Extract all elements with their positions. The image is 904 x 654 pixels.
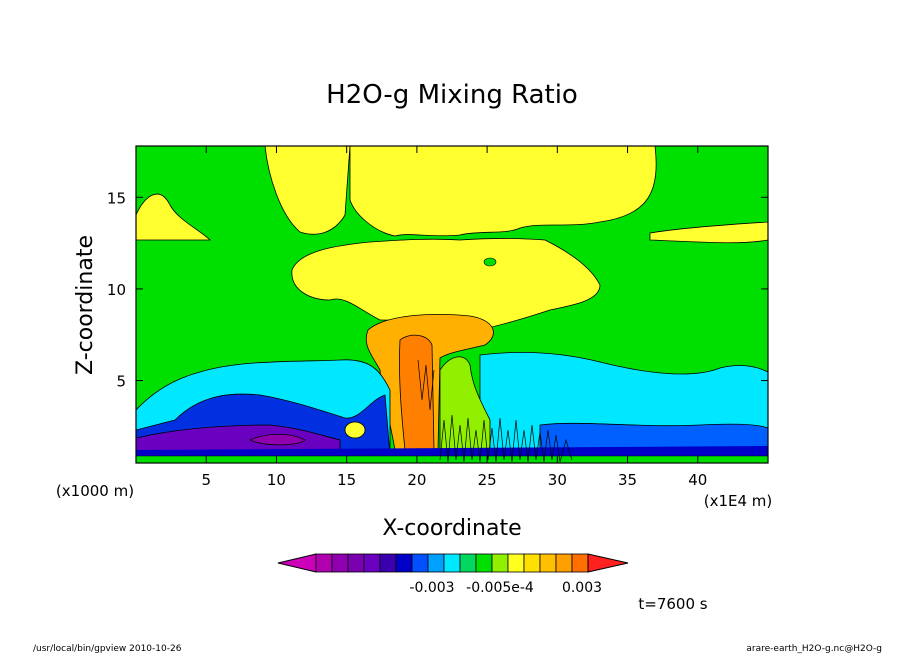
region-purple [136, 424, 341, 456]
colorbar-tick-label: -0.003 [409, 580, 454, 596]
region-green-spot [483, 257, 497, 267]
colorbar-segment [331, 553, 349, 573]
colorbar-segment [459, 553, 477, 573]
colorbar-segment [443, 553, 461, 573]
region-orange-dark [399, 334, 435, 451]
x-tick-label: 20 [407, 471, 426, 489]
colorbar-segment [539, 553, 557, 573]
footer-right: arare-earth_H2O-g.nc@H2O-g [746, 644, 882, 654]
x-axis: 5 10 15 20 25 30 35 40 [201, 146, 707, 489]
colorbar-segment [427, 553, 445, 573]
region-yellow-spot [344, 421, 366, 439]
colorbar-low-arrow [277, 553, 317, 573]
footer-left: /usr/local/bin/gpview 2010-10-26 [33, 644, 182, 654]
turbulence-contours [417, 359, 573, 463]
chart-title: H2O-g Mixing Ratio [326, 80, 578, 110]
colorbar-tick-labels: -0.003 -0.005e-4 0.003 [409, 580, 602, 596]
colorbar-segment [475, 553, 493, 573]
region-magenta [249, 433, 306, 446]
plot-area [136, 146, 768, 463]
y-tick-label: 15 [107, 189, 126, 207]
x-tick-label: 10 [267, 471, 286, 489]
colorbar-high-arrow [587, 553, 629, 573]
region-yellow-anvil [349, 146, 657, 237]
region-yellow-right [649, 221, 768, 244]
colorbar-segment [315, 553, 333, 573]
y-tick-label: 5 [116, 373, 126, 391]
time-label: t=7600 s [638, 595, 707, 613]
colorbar-segment [507, 553, 525, 573]
colorbar-segment [523, 553, 541, 573]
colorbar-segment [491, 553, 509, 573]
colorbar-segment [571, 553, 589, 573]
region-surface-blue [136, 446, 768, 456]
x-tick-label: 25 [478, 471, 497, 489]
colorbar-tick-label: -0.005e-4 [466, 580, 534, 596]
region-green-light [439, 356, 491, 451]
colorbar [277, 553, 629, 573]
colorbar-segment [555, 553, 573, 573]
region-yellow-left [136, 193, 211, 241]
colorbar-segment [395, 553, 413, 573]
y-unit-note: (x1000 m) [56, 482, 134, 500]
y-tick-label: 10 [107, 281, 126, 299]
colorbar-segment [347, 553, 365, 573]
colorbar-segment [363, 553, 381, 573]
x-tick-label: 15 [337, 471, 356, 489]
plot-frame [135, 145, 769, 464]
x-unit-note: (x1E4 m) [704, 492, 773, 510]
x-axis-label: X-coordinate [382, 516, 521, 541]
region-yellow-mid [291, 238, 601, 331]
x-tick-label: 35 [618, 471, 637, 489]
x-tick-label: 5 [201, 471, 211, 489]
x-tick-label: 40 [688, 471, 707, 489]
region-yellow-upper [264, 146, 351, 235]
y-axis-label: Z-coordinate [73, 235, 98, 375]
colorbar-segment [411, 553, 429, 573]
y-axis: 5 10 15 [107, 189, 768, 391]
colorbar-segment [379, 553, 397, 573]
x-tick-label: 30 [548, 471, 567, 489]
region-surface-green [136, 455, 768, 463]
colorbar-tick-label: 0.003 [562, 580, 602, 596]
